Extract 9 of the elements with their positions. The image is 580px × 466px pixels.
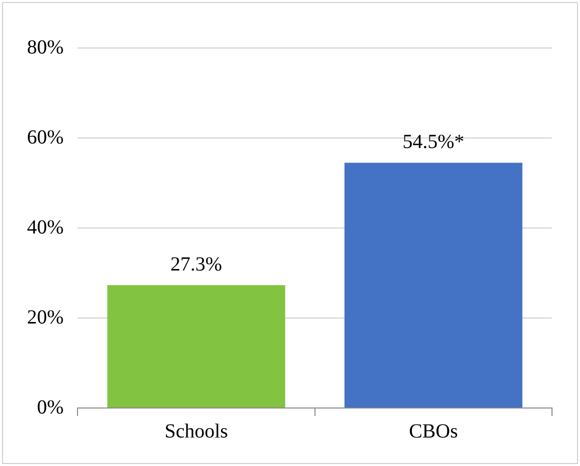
y-tick-label: 0% <box>36 396 64 418</box>
y-tick-label: 60% <box>26 126 64 148</box>
y-tick-label: 40% <box>26 216 64 238</box>
data-label: 54.5%* <box>402 131 464 153</box>
data-label: 27.3% <box>170 253 222 276</box>
x-tick-label: CBOs <box>408 420 458 442</box>
y-tick-label: 20% <box>26 306 64 328</box>
y-tick-label: 80% <box>26 36 64 58</box>
x-tick-label: Schools <box>164 420 228 442</box>
